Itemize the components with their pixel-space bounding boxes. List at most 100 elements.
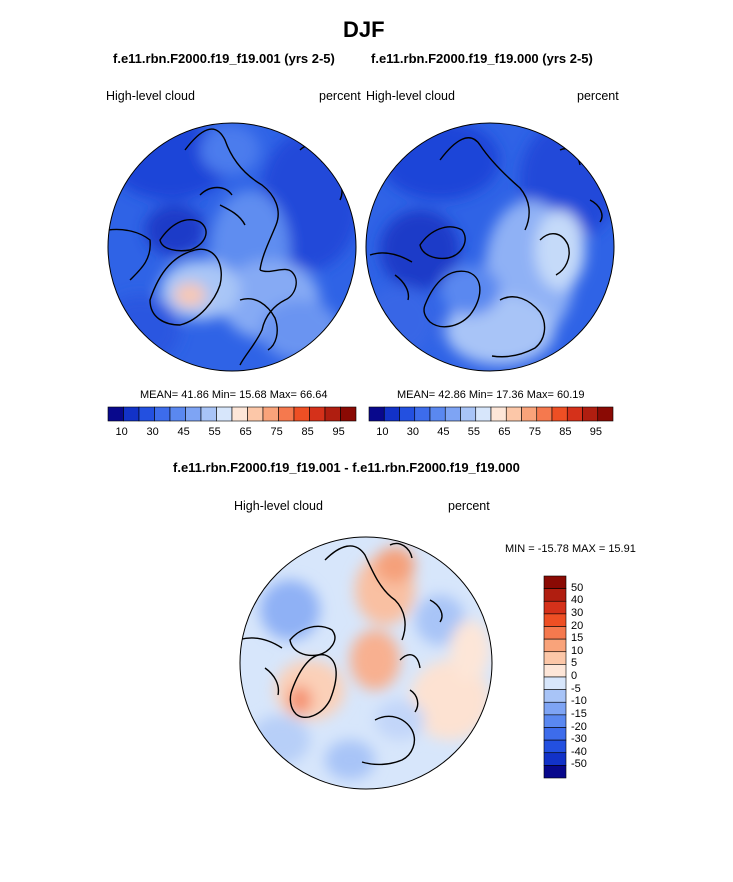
right-colorbar-color-box	[475, 406, 492, 422]
diff-colorbar-color-box	[543, 689, 567, 703]
diff-colorbar-color-box	[543, 613, 567, 627]
diff-units-label: percent	[448, 499, 490, 513]
left-map-boundary	[107, 122, 357, 372]
right-colorbar-color-box	[444, 406, 461, 422]
left-map	[107, 122, 357, 372]
right-colorbar-color-box	[383, 406, 400, 422]
left-colorbar-color-box	[324, 406, 341, 422]
diff-colorbar-tick-label: 15	[571, 632, 584, 645]
left-colorbar-color-box	[169, 406, 186, 422]
diff-colorbar-tick-label: 40	[571, 594, 584, 607]
left-colorbar-tick-label: 55	[208, 426, 221, 438]
right-mean-value: 42.86	[438, 389, 466, 401]
diff-colorbar-tick-label: 50	[571, 581, 584, 594]
diff-colorbar-tick-label: 20	[571, 619, 584, 632]
right-colorbar-color-box	[521, 406, 538, 422]
left-colorbar-tick-label: 65	[239, 426, 252, 438]
left-max-label: Max=	[269, 389, 297, 401]
diff-minmax: MIN = -15.78 MAX = 15.91	[505, 543, 636, 555]
right-colorbar-color-box	[536, 406, 553, 422]
right-field-label: High-level cloud	[366, 89, 455, 103]
left-min-label: Min=	[211, 389, 237, 401]
right-colorbar-color-box	[368, 406, 385, 422]
right-mean-label: MEAN=	[397, 389, 436, 401]
diff-field-label: High-level cloud	[234, 499, 323, 513]
left-colorbar-color-box	[231, 406, 248, 422]
left-colorbar-color-box	[107, 406, 124, 422]
left-colorbar-tick-label: 95	[332, 426, 345, 438]
right-colorbar-color-box	[414, 406, 431, 422]
left-colorbar-tick-label: 45	[177, 426, 190, 438]
left-colorbar-tick-label: 85	[301, 426, 314, 438]
left-min-value: 15.68	[239, 389, 267, 401]
diff-colorbar-tick-label: -10	[571, 695, 587, 708]
diff-colorbar-tick-label: -40	[571, 745, 587, 758]
right-colorbar-color-box	[490, 406, 507, 422]
diff-colorbar-color-box	[543, 638, 567, 653]
diff-colorbar-color-box	[543, 701, 567, 716]
right-colorbar-tick-label: 30	[406, 426, 419, 438]
left-colorbar-tick-label: 10	[115, 426, 128, 438]
right-colorbar-tick-label: 45	[437, 426, 450, 438]
diff-colorbar-tick-label: -30	[571, 733, 587, 746]
diff-map	[239, 536, 493, 790]
right-colorbar-tick-label: 75	[528, 426, 541, 438]
diff-colorbar-tick-label: 5	[571, 657, 578, 670]
diff-colorbar-tick-label: -50	[571, 758, 587, 771]
diff-colorbar-color-box	[543, 600, 567, 615]
left-case-title: f.e11.rbn.F2000.f19_f19.001 (yrs 2-5)	[113, 51, 335, 66]
right-map-coastlines	[369, 137, 603, 358]
left-colorbar-color-box	[154, 406, 171, 422]
diff-colorbar-tick-label: -15	[571, 707, 587, 720]
right-colorbar-tick-label: 85	[559, 426, 572, 438]
diff-colorbar-color-box	[543, 727, 567, 741]
right-max-value: 60.19	[556, 389, 585, 401]
diff-colorbar-tick-label: -5	[571, 682, 581, 695]
left-colorbar-color-box	[247, 406, 264, 422]
right-colorbar-color-box	[597, 406, 614, 422]
right-map-boundary	[365, 122, 615, 372]
left-map-coastlines	[108, 128, 343, 366]
diff-map-boundary	[239, 536, 493, 790]
right-colorbar-color-box	[460, 406, 477, 422]
diff-colorbar-color-box	[543, 651, 567, 665]
diff-colorbar-color-box	[543, 626, 567, 640]
diff-colorbar-tick-label: 0	[571, 670, 578, 682]
right-colorbar-color-box	[429, 406, 446, 422]
right-min-value: 17.36	[496, 389, 524, 401]
right-units-label: percent	[577, 89, 619, 103]
diff-colorbar-color-box	[543, 664, 567, 678]
left-field-label: High-level cloud	[106, 89, 195, 103]
left-colorbar-tick-label: 30	[146, 426, 159, 438]
right-map	[365, 122, 615, 372]
right-colorbar-tick-label: 10	[376, 426, 389, 438]
left-colorbar-color-box	[309, 406, 326, 422]
right-colorbar-color-box	[566, 406, 583, 422]
diff-colorbar-tick-label: -20	[571, 720, 587, 733]
left-colorbar-color-box	[262, 406, 279, 422]
right-case-title: f.e11.rbn.F2000.f19_f19.000 (yrs 2-5)	[371, 51, 593, 66]
left-mean-value: 41.86	[181, 389, 209, 401]
left-colorbar	[107, 406, 357, 422]
diff-colorbar-color-box	[543, 575, 567, 589]
left-colorbar-tick-label: 75	[270, 426, 283, 438]
left-colorbar-color-box	[138, 406, 155, 422]
right-stats: MEAN= 42.86 Min= 17.36 Max= 60.19	[397, 389, 585, 401]
diff-colorbar-tick-label: 10	[571, 644, 584, 657]
left-colorbar-color-box	[278, 406, 295, 422]
right-colorbar-color-box	[505, 406, 522, 422]
diff-colorbar-color-box	[543, 752, 567, 766]
left-colorbar-color-box	[123, 406, 140, 422]
diff-title: f.e11.rbn.F2000.f19_f19.001 - f.e11.rbn.…	[173, 460, 520, 475]
left-max-value: 66.64	[299, 389, 328, 401]
left-units-label: percent	[319, 89, 361, 103]
diff-colorbar-color-box	[543, 714, 567, 728]
right-max-label: Max=	[526, 389, 554, 401]
left-stats: MEAN= 41.86 Min= 15.68 Max= 66.64	[140, 389, 328, 401]
diff-map-coastlines	[240, 542, 443, 766]
diff-colorbar-color-box	[543, 765, 567, 779]
right-colorbar-tick-label: 95	[589, 426, 602, 438]
right-colorbar-color-box	[582, 406, 599, 422]
diff-colorbar-tick-label: 30	[571, 606, 584, 619]
